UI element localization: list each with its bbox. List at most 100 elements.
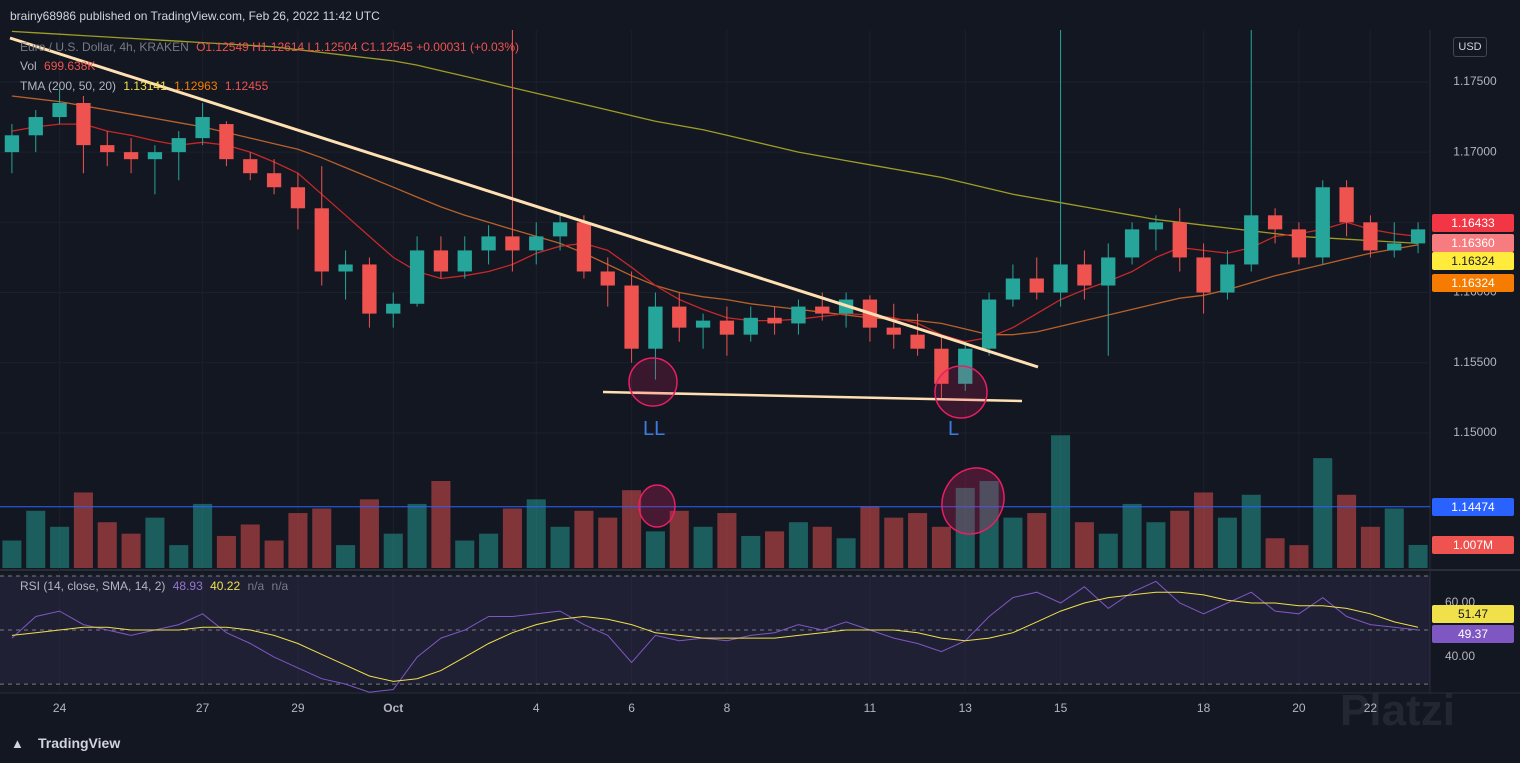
rsi-sma-line bbox=[11, 591, 1419, 682]
candle-body bbox=[1267, 215, 1283, 230]
highlight-ellipse bbox=[941, 467, 1005, 535]
volume-bar bbox=[73, 492, 93, 568]
candle-body bbox=[52, 103, 67, 118]
volume-bar bbox=[1194, 492, 1214, 568]
volume-bar bbox=[1170, 510, 1190, 568]
candle-body bbox=[1244, 215, 1259, 265]
volume-bar bbox=[1217, 517, 1237, 568]
y-tick-label: 1.17500 bbox=[1453, 74, 1497, 88]
candle-body bbox=[243, 159, 258, 174]
candle-body bbox=[1387, 243, 1402, 251]
brand[interactable]: TradingView bbox=[38, 735, 121, 751]
candle-body bbox=[529, 236, 544, 251]
symbol: Euro / U.S. Dollar, 4h, KRAKEN bbox=[20, 40, 189, 54]
volume-bar bbox=[193, 503, 213, 568]
candle-body bbox=[600, 271, 615, 286]
volume-bar bbox=[622, 490, 642, 568]
volume-bar bbox=[717, 513, 737, 568]
volume-bar bbox=[26, 510, 46, 568]
y-tick-label: 1.15000 bbox=[1453, 425, 1497, 439]
rsi-value: n/a bbox=[271, 579, 289, 593]
currency-button[interactable]: USD bbox=[1453, 37, 1487, 57]
candle-body bbox=[1124, 229, 1140, 258]
volume-bar bbox=[884, 517, 904, 568]
volume-bar bbox=[955, 487, 975, 568]
x-tick-label: 29 bbox=[291, 701, 305, 715]
ma-name: TMA (200, 50, 20) bbox=[20, 79, 117, 93]
grid bbox=[0, 30, 1430, 693]
volume-bar bbox=[860, 506, 880, 568]
candle-body bbox=[1101, 257, 1116, 286]
candle-body bbox=[1077, 264, 1092, 286]
ma-value: 1.12455 bbox=[224, 79, 269, 93]
rsi-pane bbox=[0, 573, 1430, 693]
candle-body bbox=[1029, 278, 1044, 293]
x-tick-label: 18 bbox=[1197, 701, 1211, 715]
volume-bar bbox=[1384, 508, 1404, 568]
y-tick-label: 1.15500 bbox=[1453, 355, 1497, 369]
candle-body bbox=[219, 124, 234, 160]
rsi-value: 40.22 bbox=[210, 579, 241, 593]
volume-bar bbox=[383, 533, 403, 568]
y-tick-label: 1.17000 bbox=[1453, 144, 1497, 158]
volume-bar bbox=[836, 538, 856, 568]
volume-bar bbox=[97, 522, 117, 568]
rsi-layer bbox=[0, 575, 1430, 693]
candle-body bbox=[1172, 222, 1187, 258]
candle-body bbox=[1410, 229, 1426, 244]
volume-bar bbox=[1408, 544, 1428, 568]
volume-bar bbox=[1265, 538, 1285, 568]
candle-body bbox=[981, 299, 997, 349]
rsi-label: 49.37 bbox=[1432, 625, 1514, 643]
volume-bar bbox=[1241, 494, 1261, 568]
ma-legend: TMA (200, 50, 20) 1.13141 1.12963 1.1245… bbox=[20, 79, 272, 93]
volume-bar bbox=[1027, 513, 1047, 568]
candle-body bbox=[1220, 264, 1235, 293]
volume-bar bbox=[455, 540, 475, 568]
volume-bar bbox=[1098, 533, 1118, 568]
candle-body bbox=[123, 152, 139, 160]
rsi-label: 51.47 bbox=[1432, 605, 1514, 623]
volume-bar bbox=[121, 533, 141, 568]
candle-body bbox=[1339, 187, 1354, 223]
volume-bar bbox=[1003, 517, 1023, 568]
ma-value: 1.12963 bbox=[174, 79, 218, 93]
candle-body bbox=[338, 264, 353, 272]
volume-bar bbox=[765, 531, 785, 568]
volume-bar bbox=[240, 524, 260, 568]
candle-body bbox=[815, 306, 830, 314]
annotation: LL bbox=[643, 418, 666, 440]
highlight-ellipse bbox=[638, 484, 676, 528]
symbol-legend: Euro / U.S. Dollar, 4h, KRAKEN O1.12549 … bbox=[20, 40, 523, 54]
volume-bar bbox=[50, 526, 70, 568]
volume-bar bbox=[288, 513, 308, 568]
candle-body bbox=[552, 222, 568, 237]
ma-value: 1.13141 bbox=[123, 79, 167, 93]
volume-bar bbox=[1337, 494, 1357, 568]
volume-bar bbox=[979, 481, 999, 568]
x-tick-label: 11 bbox=[864, 701, 877, 715]
volume-bar bbox=[479, 533, 499, 568]
candle-body bbox=[266, 173, 282, 188]
volume-bar bbox=[1289, 545, 1309, 568]
highlight-circle bbox=[628, 357, 678, 407]
volume-layer bbox=[0, 435, 1430, 568]
x-tick-label: 27 bbox=[196, 701, 210, 715]
candle-body bbox=[886, 327, 901, 335]
volume-label: 1.007M bbox=[1432, 535, 1514, 554]
x-tick-label: Oct bbox=[383, 701, 403, 715]
ohlc: O1.12549 H1.12614 L1.12504 C1.12545 +0.0… bbox=[196, 40, 520, 54]
candle-body bbox=[672, 306, 687, 328]
volume-bar bbox=[1051, 435, 1071, 568]
rsi-value: n/a bbox=[247, 579, 265, 593]
candle-body bbox=[1005, 278, 1021, 300]
x-tick-label: 20 bbox=[1292, 701, 1306, 715]
candle-body bbox=[695, 320, 711, 328]
volume-legend: Vol 699.638K bbox=[20, 59, 99, 73]
candle-body bbox=[934, 348, 949, 384]
candle-body bbox=[28, 117, 43, 136]
candle-body bbox=[719, 320, 735, 335]
candle-body bbox=[648, 306, 663, 349]
volume-bar bbox=[788, 522, 808, 568]
